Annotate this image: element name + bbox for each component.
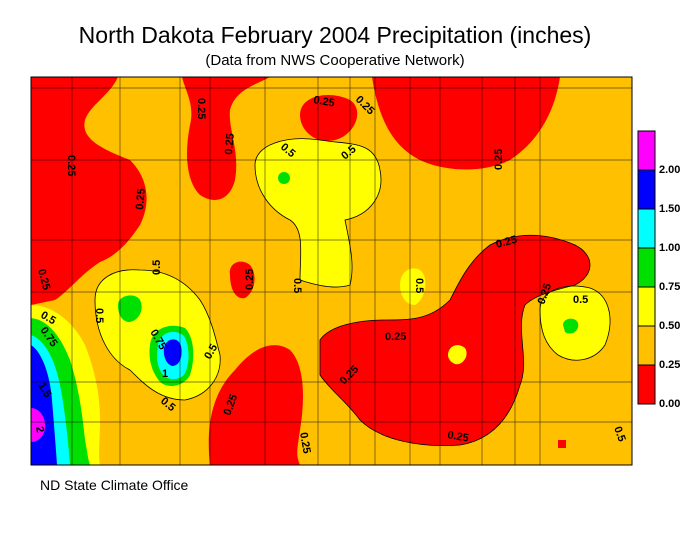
dry-area-south-central — [208, 345, 303, 465]
magenta-area-southwest — [31, 408, 46, 442]
legend-label: 0.50 — [659, 320, 680, 332]
legend-swatch — [637, 208, 656, 249]
contour-label: 0.25 — [134, 188, 148, 210]
wet-area-southeast-dot — [448, 345, 467, 365]
dry-area-central-small — [229, 261, 255, 299]
legend-swatch — [637, 325, 656, 366]
contour-label: 0.25 — [495, 234, 519, 251]
dry-area-southeast-dot — [558, 440, 566, 448]
contour-label: 0.25 — [223, 133, 237, 155]
contour-label: 0.5 — [573, 294, 588, 306]
blue-area-central — [163, 339, 182, 366]
contour-label: 0.25 — [195, 98, 207, 119]
dry-area-north-small — [300, 95, 358, 141]
contour-label: 0.5 — [413, 278, 425, 293]
legend-label: 1.00 — [659, 242, 680, 254]
state-outline — [30, 76, 633, 466]
contour-label: 0.25 — [312, 94, 335, 110]
legend-label: 0.00 — [659, 398, 680, 410]
contour-label: 0.5 — [291, 278, 303, 293]
legend-swatch — [637, 286, 656, 327]
contour-lines — [94, 138, 611, 446]
legend-label: 2.00 — [659, 164, 680, 176]
contour-label: 0.25 — [297, 431, 313, 454]
credit-text: ND State Climate Office — [40, 477, 189, 493]
legend-swatch — [637, 247, 656, 288]
green-area-east — [563, 318, 579, 334]
wet-area-central-east — [400, 268, 426, 305]
contour-label: 0.25 — [385, 331, 406, 343]
county-boundaries — [31, 77, 632, 465]
contour-label: 0.5 — [93, 308, 105, 323]
legend-swatch — [637, 169, 656, 210]
legend-swatch — [637, 130, 656, 171]
contour-label: 2 — [33, 425, 46, 433]
contour-label: 0.25 — [446, 429, 469, 445]
contour-label: 0.25 — [244, 269, 256, 290]
dry-area-southeast-belt — [320, 235, 590, 446]
green-area-west — [118, 295, 142, 322]
legend: 2.00 1.50 1.00 0.75 0.50 0.25 0.00 — [637, 130, 680, 410]
dry-area-northwest — [31, 77, 147, 305]
contour-label: 0.25 — [493, 149, 505, 170]
contour-label: 1 — [162, 368, 168, 380]
precip-fill-layer — [31, 77, 632, 465]
legend-label: 0.75 — [659, 281, 680, 293]
map-title: North Dakota February 2004 Precipitation… — [78, 22, 592, 48]
contour-label: 0.25 — [35, 268, 52, 292]
legend-swatch — [637, 364, 656, 405]
legend-label: 0.25 — [659, 359, 680, 371]
green-area-north — [278, 172, 290, 184]
contour-label: 0.25 — [65, 155, 77, 176]
map-subtitle: (Data from NWS Cooperative Network) — [205, 52, 465, 69]
dry-area-northeast — [372, 77, 560, 170]
contour-label: 0.5 — [611, 425, 628, 443]
contour-label: 0.5 — [151, 260, 163, 275]
dry-area-north-central — [182, 77, 270, 200]
legend-label: 1.50 — [659, 203, 680, 215]
